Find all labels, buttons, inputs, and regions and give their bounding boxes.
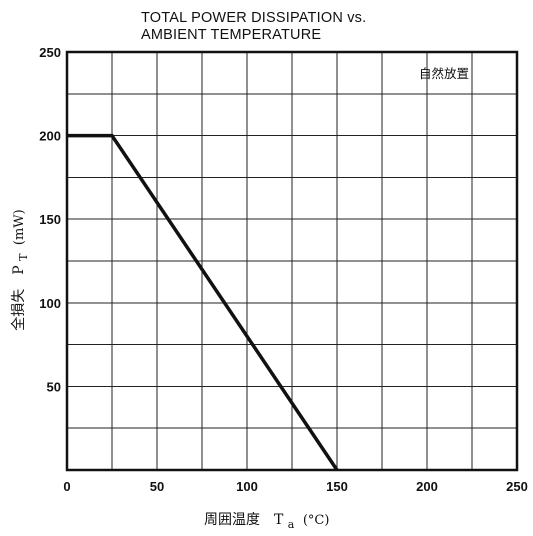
x-axis-label-main: 周囲温度 T <box>204 512 284 528</box>
chart-title-line-2: AMBIENT TEMPERATURE <box>141 27 321 43</box>
y-tick-label: 200 <box>39 129 61 144</box>
y-tick-label: 150 <box>39 212 61 227</box>
x-axis-label-unit: (°C) <box>303 513 330 528</box>
y-axis-label-unit: (mW) <box>12 209 27 245</box>
y-axis-label-subscript: T <box>17 253 30 261</box>
x-axis-label: 周囲温度 T a (°C) <box>204 512 329 532</box>
y-axis-label-text: 全損失 P T (mW) <box>10 209 31 331</box>
series-layer <box>67 133 339 471</box>
power-derating-line <box>67 133 339 471</box>
x-axis-label-subscript: a <box>288 518 295 531</box>
y-tick-label: 50 <box>47 379 61 394</box>
annotation-box: 自然放置 <box>419 66 469 81</box>
x-tick-label: 150 <box>326 479 348 494</box>
plot-frame <box>65 50 519 472</box>
x-tick-label: 100 <box>236 479 258 494</box>
chart-title: TOTAL POWER DISSIPATION vs. AMBIENT TEMP… <box>141 10 366 43</box>
x-tick-label: 50 <box>150 479 164 494</box>
tick-labels: 0 50 100 150 200 250 50 100 150 200 250 <box>39 45 528 494</box>
annotation-label: 自然放置 <box>419 66 469 81</box>
x-tick-label: 0 <box>63 479 70 494</box>
chart-title-line-1: TOTAL POWER DISSIPATION vs. <box>141 10 366 26</box>
x-axis-label-text: 周囲温度 T a (°C) <box>204 512 329 532</box>
y-axis-label: 全損失 P T (mW) <box>10 209 31 331</box>
x-tick-label: 250 <box>506 479 528 494</box>
y-tick-label: 250 <box>39 45 61 60</box>
grid <box>67 52 517 470</box>
x-tick-label: 200 <box>416 479 438 494</box>
y-tick-label: 100 <box>39 296 61 311</box>
y-axis-label-main: 全損失 P <box>10 265 27 330</box>
